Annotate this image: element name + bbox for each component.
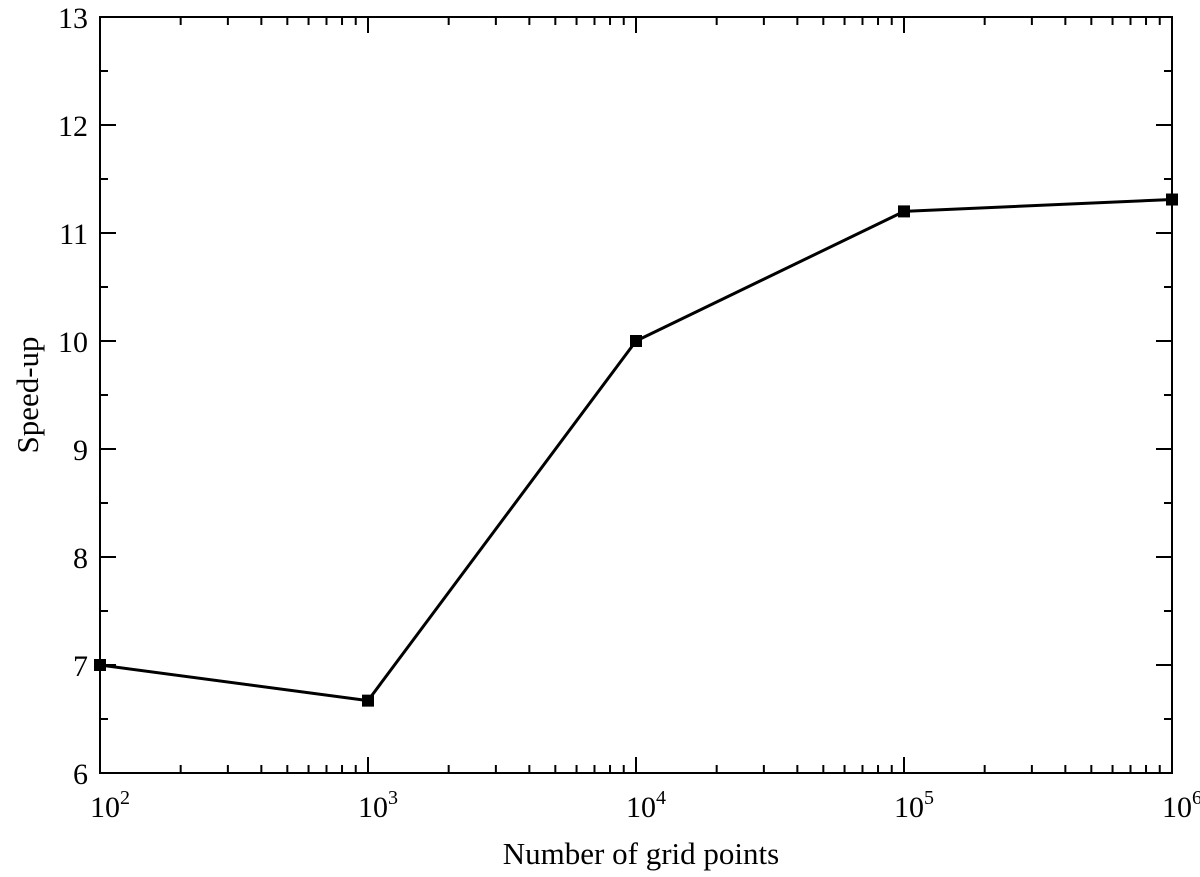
major-ticks [99, 16, 1173, 774]
data-point-marker [362, 694, 374, 707]
x-tick-label: 103 [358, 787, 398, 824]
data-point-marker [898, 205, 910, 218]
y-tick-label: 6 [73, 758, 88, 791]
x-tick-labels: 102 103 104 105 106 [90, 787, 1200, 824]
y-tick-labels: 6 7 8 9 10 11 12 13 [58, 2, 88, 791]
x-tick-label: 102 [90, 787, 130, 824]
x-tick-label: 106 [1162, 787, 1200, 824]
y-axis-title: Speed-up [10, 336, 45, 453]
data-point-marker [630, 335, 642, 347]
y-tick-label: 11 [59, 218, 88, 251]
plot-frame [99, 16, 1173, 774]
y-tick-label: 10 [58, 326, 88, 359]
y-tick-label: 9 [73, 434, 88, 467]
y-tick-label: 12 [58, 110, 88, 143]
minor-ticks [100, 17, 1172, 773]
series-layer [94, 193, 1178, 707]
y-tick-label: 13 [58, 2, 88, 35]
series-line [99, 198, 1173, 703]
x-tick-label: 104 [626, 787, 666, 824]
y-tick-label: 8 [73, 542, 88, 575]
x-axis-title: Number of grid points [503, 836, 779, 871]
y-tick-label: 7 [73, 650, 88, 683]
x-tick-label: 105 [894, 787, 934, 824]
